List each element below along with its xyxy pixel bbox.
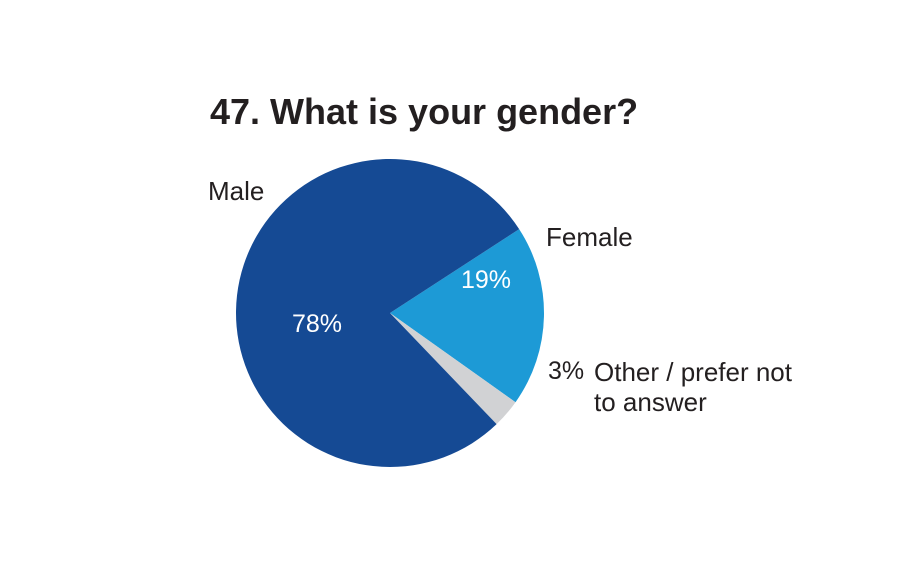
data-label-female: 19% <box>461 266 511 294</box>
slice-male <box>236 158 520 467</box>
slice-other <box>390 313 516 425</box>
slice-label-other-line-2: to answer <box>594 387 707 417</box>
pie-slices <box>236 158 545 467</box>
data-label-other: 3% <box>548 357 584 385</box>
chart-title: 47. What is your gender? <box>210 91 638 132</box>
slice-label-female: Female <box>546 222 633 252</box>
slice-label-male: Male <box>208 176 264 206</box>
slice-label-other-line-1: Other / prefer not <box>594 357 793 387</box>
slice-female <box>390 229 545 403</box>
slice-label-other: Other / prefer not to answer <box>594 357 799 417</box>
data-label-male: 78% <box>292 310 342 338</box>
